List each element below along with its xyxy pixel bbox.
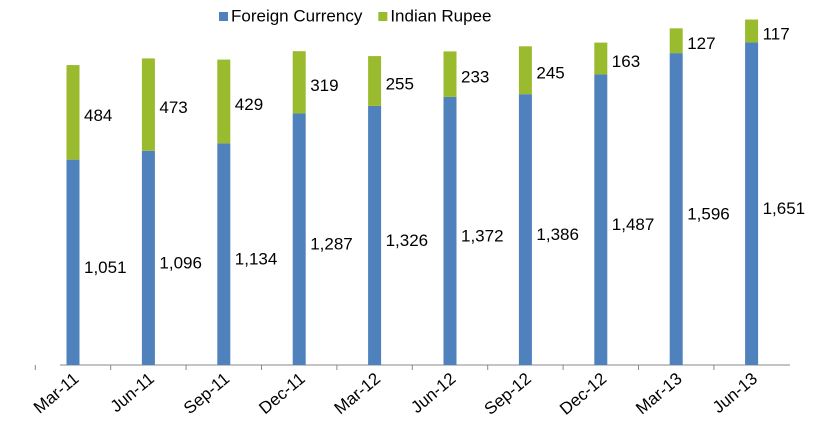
bar-segment [745, 42, 759, 365]
data-label: 1,051 [84, 258, 127, 277]
data-label: 233 [461, 68, 489, 87]
bar-segment [518, 94, 532, 365]
bar-segment [594, 42, 608, 75]
bar-segment [368, 105, 382, 365]
x-tick-label: Jun-12 [407, 369, 459, 417]
data-label: 1,651 [763, 199, 806, 218]
data-label: 1,134 [235, 250, 278, 269]
bar-segment [217, 143, 231, 365]
x-tick-label: Jun-13 [709, 369, 761, 417]
bar-segment [594, 74, 608, 366]
data-label: 117 [763, 24, 790, 43]
bar-segment [669, 28, 683, 54]
x-tick-label: Sep-11 [180, 369, 233, 418]
bar-segment [292, 113, 306, 365]
data-label: 1,287 [310, 235, 353, 254]
data-label: 473 [159, 98, 187, 117]
x-tick-label: Dec-11 [255, 369, 308, 418]
data-label: 1,372 [461, 226, 504, 245]
data-label: 1,326 [386, 231, 429, 250]
bar-segment [368, 56, 382, 106]
data-label: 255 [386, 74, 414, 93]
x-tick-label: Jun-11 [107, 369, 158, 416]
bar-segment [141, 58, 155, 151]
bar-segment [443, 96, 457, 365]
data-label: 1,386 [536, 225, 579, 244]
x-tick-label: Mar-12 [331, 369, 384, 418]
bar-segment [292, 51, 306, 114]
data-label: 163 [612, 52, 640, 71]
data-label: 1,596 [687, 205, 730, 224]
data-label: 319 [310, 76, 338, 95]
x-tick-label: Mar-13 [632, 369, 685, 418]
bar-segment [518, 46, 532, 95]
legend-label: Indian Rupee [390, 6, 491, 25]
bar-segment [66, 65, 80, 160]
data-label: 245 [536, 64, 564, 83]
bar-segment [217, 59, 231, 144]
data-label: 127 [687, 34, 715, 53]
data-label: 1,096 [159, 253, 202, 272]
legend-swatch [219, 12, 228, 21]
legend-swatch [378, 12, 388, 21]
bar-segment [669, 53, 683, 365]
bar-segment [66, 159, 80, 365]
data-label: 484 [84, 106, 112, 125]
data-label: 1,487 [612, 215, 655, 234]
bar-segment [141, 150, 155, 365]
bar-segment [745, 19, 759, 43]
legend-label: Foreign Currency [231, 6, 363, 25]
x-tick-label: Sep-12 [481, 369, 535, 419]
data-label: 429 [235, 95, 263, 114]
x-tick-label: Mar-11 [30, 369, 83, 417]
x-tick-label: Dec-12 [556, 369, 610, 419]
bar-segment [443, 51, 457, 97]
